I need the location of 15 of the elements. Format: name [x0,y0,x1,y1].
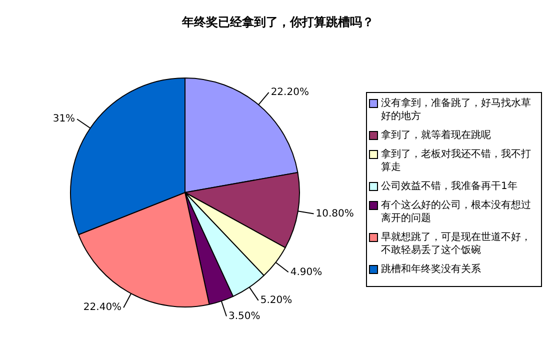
legend-label: 没有拿到，准备跳了，好马找水草好的地方 [381,97,532,123]
data-label: 3.50% [228,310,260,322]
legend-label: 拿到了，就等着现在跳呢 [381,129,491,142]
data-label: 22.20% [270,87,309,98]
legend-label: 早就想跳了，可是现在世道不好，不敢轻易丢了这个饭碗 [381,231,532,257]
legend-label: 拿到了，老板对我还不错，我不打算走 [381,148,532,174]
data-label: 31% [52,114,76,125]
data-label: 10.80% [316,208,354,220]
data-label: 5.20% [260,295,292,306]
legend-label: 有个这么好的公司，根本没有想过离开的问题 [381,199,532,225]
chart-title: 年终奖已经拿到了，你打算跳槽吗？ [180,14,375,31]
data-label: 4.90% [290,266,322,278]
data-label: 22.40% [83,302,122,314]
legend-label: 公司效益不错，我准备再干1年 [381,180,518,193]
legend-label: 跳槽和年终奖没有关系 [381,263,481,276]
